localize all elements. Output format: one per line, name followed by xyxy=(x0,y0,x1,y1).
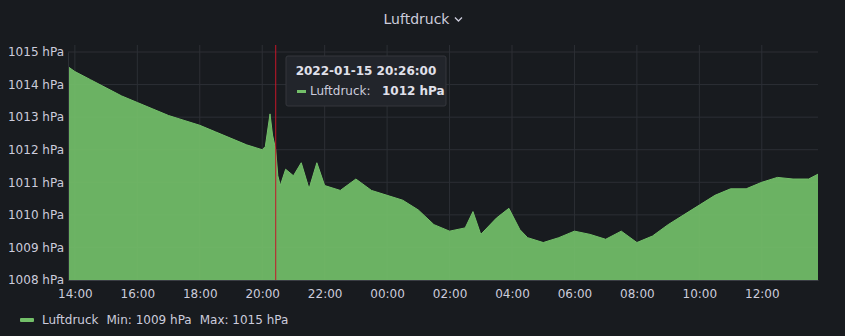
title[interactable]: Luftdruck xyxy=(384,11,451,27)
tooltip-swatch xyxy=(297,90,306,93)
y-tick-label: 1008 hPa xyxy=(8,273,64,287)
y-tick-label: 1011 hPa xyxy=(8,176,64,190)
y-tick-label: 1014 hPa xyxy=(8,78,64,92)
tooltip-label: Luftdruck: xyxy=(310,84,371,98)
line[interactable] xyxy=(68,67,818,243)
x-tick: 14:00 xyxy=(58,280,93,301)
title-chevron[interactable] xyxy=(455,18,462,22)
legend: Luftdruck Min: 1009 hPa Max: 1015 hPa xyxy=(20,313,288,327)
x-tick: 20:00 xyxy=(245,280,280,301)
x-tick: 00:00 xyxy=(370,280,405,301)
y-tick: 1010 hPa xyxy=(8,208,68,222)
y-tick-label: 1010 hPa xyxy=(8,208,64,222)
y-tick: 1013 hPa xyxy=(8,110,68,124)
y-tick-label: 1009 hPa xyxy=(8,241,64,255)
x-tick: 02:00 xyxy=(433,280,468,301)
x-axis: 14:00 16:00 18:00 20:00 22:00 00:00 02:00 04:00… xyxy=(58,280,818,301)
y-tick: 1009 hPa xyxy=(8,241,68,255)
y-tick: 1015 hPa xyxy=(8,45,68,59)
y-tick: 1014 hPa xyxy=(8,78,68,92)
y-tick-label: 1013 hPa xyxy=(8,110,64,124)
chart: Luftdruck 1008 hPa 1009 hPa 1010 hPa 1011 hP… xyxy=(0,0,845,336)
cursor-line xyxy=(275,45,276,280)
grid-line-y xyxy=(68,117,818,118)
y-tick: 1012 hPa xyxy=(8,143,68,157)
y-axis-line xyxy=(68,53,69,281)
x-tick: 08:00 xyxy=(620,280,655,301)
x-tick-label: 14:00 xyxy=(58,287,93,301)
y-tick-label: 1012 hPa xyxy=(8,143,64,157)
x-tick-label: 16:00 xyxy=(121,287,156,301)
tooltip-value: 1012 hPa xyxy=(382,84,445,98)
legend-stat: Min: 1009 hPa xyxy=(107,313,192,327)
x-tick: 16:00 xyxy=(121,280,156,301)
grid xyxy=(68,45,818,280)
y-axis: 1008 hPa 1009 hPa 1010 hPa 1011 hPa 1012 hPa… xyxy=(8,45,69,287)
grid-line-y xyxy=(68,52,818,53)
legend-swatch[interactable] xyxy=(20,318,34,322)
x-tick-label: 20:00 xyxy=(245,287,280,301)
x-tick: 12:00 xyxy=(745,280,780,301)
tooltip-box xyxy=(286,56,446,106)
x-tick: 18:00 xyxy=(183,280,218,301)
x-tick-label: 04:00 xyxy=(495,287,530,301)
x-tick-label: 12:00 xyxy=(745,287,780,301)
x-tick-label: 00:00 xyxy=(370,287,405,301)
x-tick: 10:00 xyxy=(683,280,718,301)
x-tick-label: 08:00 xyxy=(620,287,655,301)
x-tick-label: 18:00 xyxy=(183,287,218,301)
x-tick: 04:00 xyxy=(495,280,530,301)
x-tick: 22:00 xyxy=(308,280,343,301)
x-tick: 06:00 xyxy=(558,280,593,301)
y-tick-label: 1015 hPa xyxy=(8,45,64,59)
background xyxy=(0,0,845,336)
legend-label[interactable]: Luftdruck xyxy=(42,313,99,327)
x-tick-label: 02:00 xyxy=(433,287,468,301)
x-tick-label: 22:00 xyxy=(308,287,343,301)
y-tick: 1011 hPa xyxy=(8,176,68,190)
x-axis-line xyxy=(69,280,819,281)
x-tick-label: 10:00 xyxy=(683,287,718,301)
tooltip: 2022-01-15 20:26:00 Luftdruck: 1012 hPa xyxy=(286,56,446,106)
tooltip-title: 2022-01-15 20:26:00 xyxy=(296,64,437,78)
legend-stat: Max: 1015 hPa xyxy=(200,313,289,327)
x-tick-label: 06:00 xyxy=(558,287,593,301)
y-tick: 1008 hPa xyxy=(8,273,68,287)
